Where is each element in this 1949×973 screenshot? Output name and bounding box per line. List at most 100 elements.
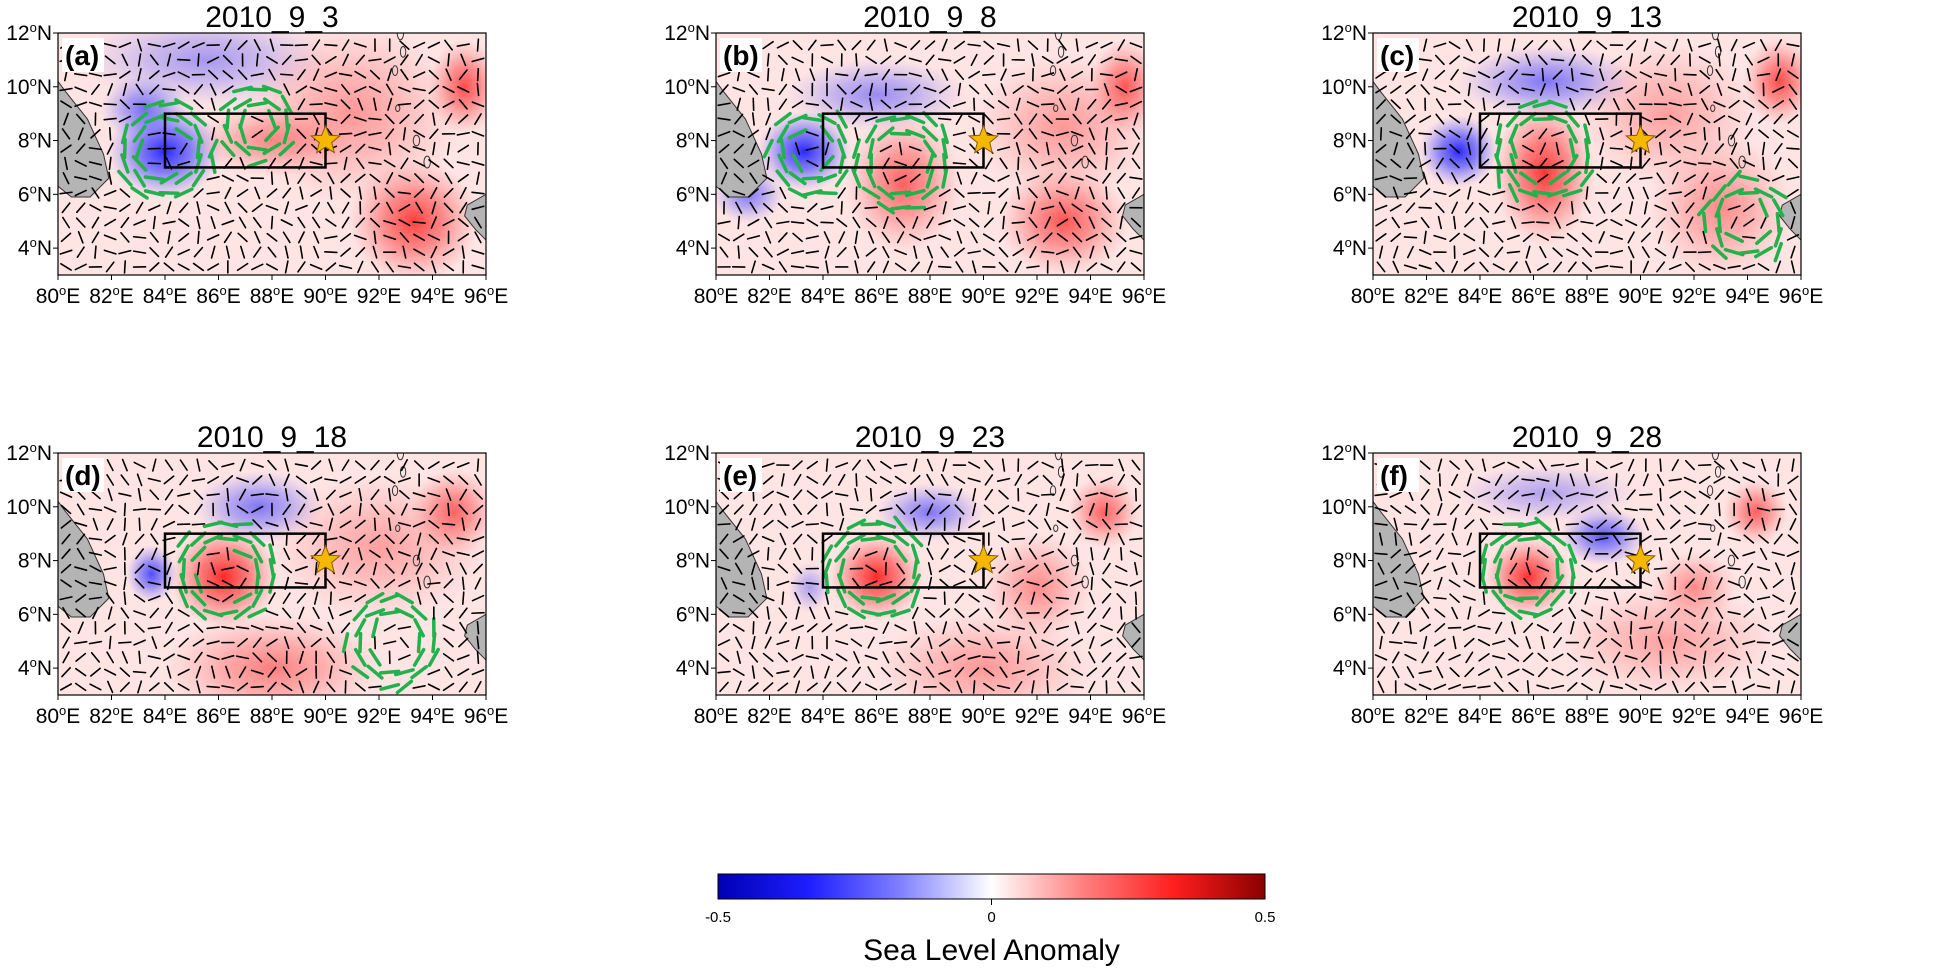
current-arrow — [788, 171, 807, 186]
current-arrow — [119, 203, 131, 213]
current-arrow — [174, 112, 193, 127]
current-arrow — [474, 517, 482, 531]
current-arrow — [284, 487, 289, 502]
current-arrow — [88, 101, 102, 107]
current-arrow — [1597, 98, 1606, 111]
current-arrow — [427, 41, 441, 49]
current-arrow — [884, 561, 887, 576]
panel-label: (d) — [65, 460, 101, 491]
current-arrow — [967, 536, 981, 542]
current-arrow — [1405, 84, 1416, 95]
current-arrow — [447, 502, 450, 517]
current-arrow — [1743, 85, 1755, 94]
current-arrow — [854, 488, 859, 502]
current-arrow — [472, 504, 484, 515]
current-arrow — [1449, 504, 1460, 515]
station-star-marker — [1624, 544, 1657, 574]
current-arrow — [122, 532, 128, 546]
current-arrow — [1610, 579, 1623, 588]
current-arrow — [158, 115, 180, 123]
island-outline — [1706, 485, 1714, 496]
current-arrow — [1771, 551, 1785, 557]
current-arrow — [340, 84, 351, 95]
current-arrow — [164, 246, 174, 258]
current-arrow — [225, 245, 230, 259]
island-outline — [1710, 524, 1716, 533]
current-arrow — [353, 234, 367, 241]
current-arrow — [1716, 211, 1722, 234]
current-arrow — [1403, 236, 1418, 239]
current-arrow — [766, 606, 770, 620]
current-arrow — [163, 475, 175, 485]
current-arrow — [876, 200, 896, 215]
current-arrow — [1421, 518, 1430, 531]
current-arrow — [1538, 54, 1548, 66]
current-arrow — [354, 475, 367, 484]
current-arrow — [793, 666, 802, 678]
current-arrow — [1117, 187, 1126, 199]
current-arrow — [821, 99, 833, 110]
current-arrow — [1406, 666, 1415, 679]
current-arrow — [1433, 42, 1447, 48]
current-arrow — [1630, 620, 1633, 635]
current-arrow — [281, 563, 293, 574]
current-arrow — [1043, 622, 1053, 634]
current-arrow — [1435, 533, 1445, 545]
current-arrow — [368, 648, 382, 667]
current-arrow — [1041, 160, 1055, 167]
current-arrow — [397, 191, 412, 195]
current-arrow — [806, 159, 819, 167]
current-arrow — [1392, 260, 1400, 274]
current-arrow — [1757, 668, 1770, 676]
current-arrow — [1684, 608, 1696, 617]
current-arrow — [967, 639, 981, 646]
current-arrow — [1747, 502, 1751, 517]
current-arrow — [1465, 38, 1473, 52]
island-outline — [1081, 155, 1089, 169]
current-arrow — [1756, 685, 1771, 689]
current-arrow — [1424, 141, 1427, 156]
current-arrow — [968, 461, 981, 469]
current-arrow — [1686, 216, 1694, 229]
current-arrow — [868, 231, 875, 244]
lon-tick-label: 94oE — [1068, 283, 1113, 308]
current-arrow — [62, 607, 70, 619]
current-arrow — [189, 605, 207, 621]
current-arrow — [138, 650, 141, 665]
current-arrow — [412, 159, 426, 167]
current-arrow — [311, 533, 321, 545]
lon-tick-label: 82oE — [89, 703, 134, 728]
current-arrow — [1423, 635, 1428, 650]
current-arrow — [1730, 459, 1739, 471]
current-arrow — [1433, 190, 1447, 196]
current-arrow — [442, 551, 456, 557]
current-arrow — [1026, 265, 1040, 269]
current-arrow — [1041, 653, 1054, 661]
current-arrow — [1609, 265, 1624, 269]
current-arrow — [1582, 98, 1592, 110]
current-arrow — [1027, 564, 1039, 573]
current-arrow — [1774, 39, 1783, 52]
current-arrow — [968, 667, 980, 678]
current-arrow — [761, 462, 775, 468]
current-arrow — [1729, 622, 1739, 634]
current-arrow — [1492, 461, 1505, 469]
current-arrow — [894, 262, 907, 272]
current-arrow — [1687, 82, 1693, 97]
current-arrow — [1055, 596, 1070, 600]
current-arrow — [474, 577, 482, 590]
station-star-marker — [309, 544, 342, 574]
current-arrow — [779, 186, 787, 200]
current-arrow — [1105, 156, 1108, 171]
current-arrow — [1555, 473, 1560, 487]
island-outline — [1053, 524, 1059, 533]
current-arrow — [1477, 86, 1491, 93]
current-arrow — [1757, 262, 1770, 271]
current-arrow — [1494, 473, 1503, 486]
island-outline — [1710, 104, 1716, 113]
current-arrow — [231, 522, 254, 527]
current-arrow — [1762, 156, 1765, 171]
current-arrow — [895, 217, 906, 228]
current-arrow — [1673, 621, 1677, 635]
current-arrow — [955, 261, 964, 273]
